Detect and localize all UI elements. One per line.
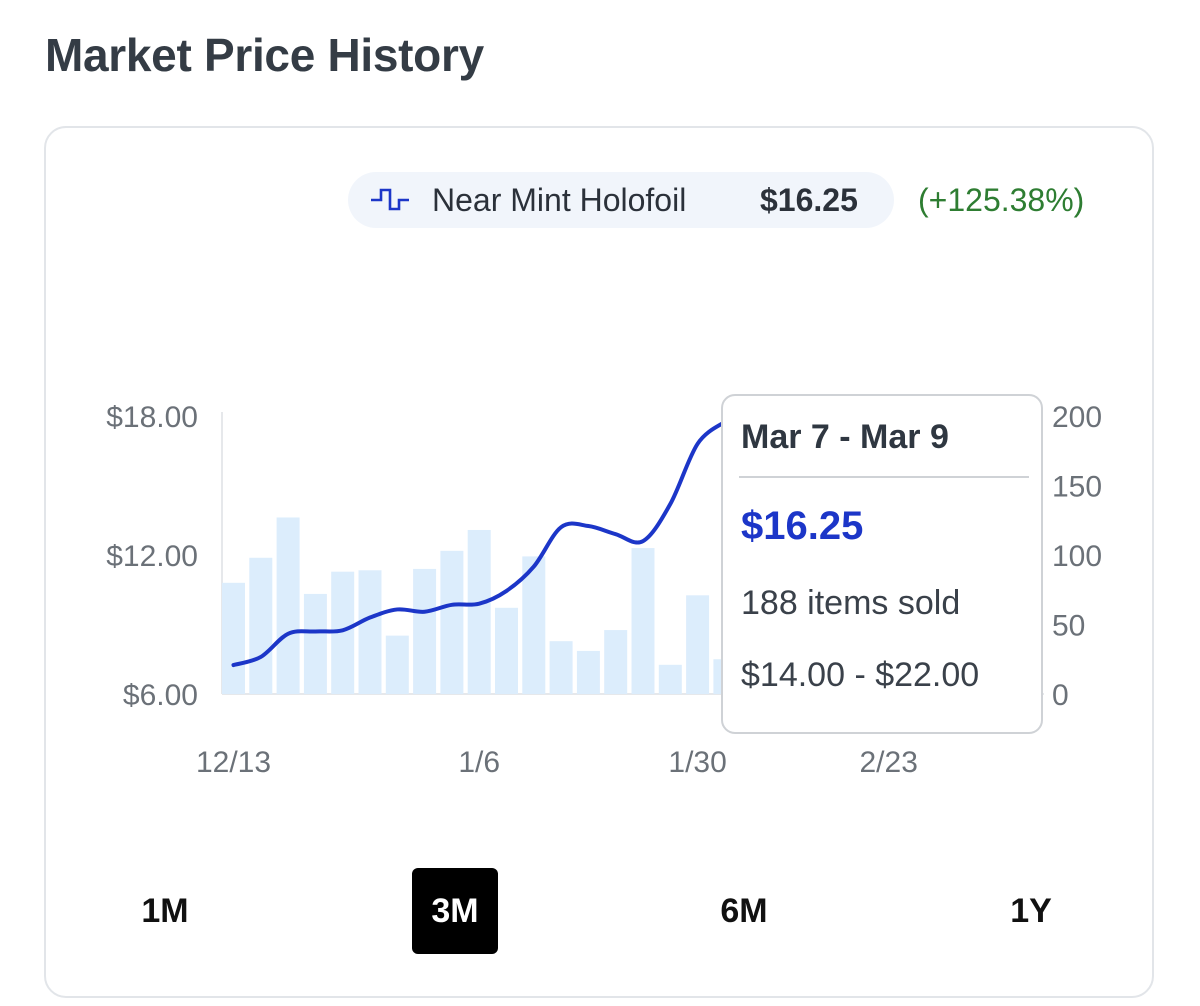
tooltip-divider <box>739 476 1029 478</box>
volume-bar <box>632 548 655 694</box>
volume-bar <box>277 517 300 694</box>
volume-bar <box>413 569 436 694</box>
volume-bar <box>495 608 518 694</box>
legend-series-label: Near Mint Holofoil <box>432 182 686 219</box>
range-1y-button[interactable]: 1Y <box>988 868 1074 954</box>
x-tick-label: 2/23 <box>860 746 918 779</box>
tooltip-price-range: $14.00 - $22.00 <box>741 656 979 695</box>
y-right-tick-label: 150 <box>1052 471 1102 504</box>
volume-bar <box>686 595 709 694</box>
y-left-tick-label: $12.00 <box>106 540 198 573</box>
x-tick-label: 1/6 <box>458 746 500 779</box>
tooltip-price: $16.25 <box>741 504 863 549</box>
range-3m-button[interactable]: 3M <box>412 868 498 954</box>
volume-bar <box>222 583 245 694</box>
volume-bar <box>359 570 382 694</box>
volume-bar <box>386 636 409 694</box>
step-line-icon <box>370 187 410 213</box>
tooltip-date-range: Mar 7 - Mar 9 <box>741 418 949 457</box>
y-right-tick-label: 50 <box>1052 610 1085 643</box>
volume-bar <box>577 651 600 694</box>
legend-price-change: (+125.38%) <box>918 182 1084 219</box>
legend-current-price: $16.25 <box>760 182 858 219</box>
page-title: Market Price History <box>45 28 484 82</box>
tooltip-items-sold: 188 items sold <box>741 584 960 623</box>
x-tick-label: 1/30 <box>668 746 726 779</box>
range-1m-button[interactable]: 1M <box>122 868 208 954</box>
y-right-tick-label: 200 <box>1052 401 1102 434</box>
x-tick-label: 12/13 <box>196 746 271 779</box>
y-left-tick-label: $18.00 <box>106 401 198 434</box>
volume-bar <box>659 665 682 694</box>
y-right-tick-label: 0 <box>1052 679 1069 712</box>
volume-bar <box>304 594 327 694</box>
volume-bar <box>604 630 627 694</box>
chart-tooltip: Mar 7 - Mar 9 $16.25 188 items sold $14.… <box>721 394 1043 734</box>
price-history-card: $6.00 $12.00 $18.00 0 50 100 150 200 12/13 1/6 1… <box>44 126 1154 998</box>
volume-bar <box>468 530 491 694</box>
volume-bar <box>440 551 463 694</box>
y-left-tick-label: $6.00 <box>123 679 198 712</box>
series-legend[interactable]: Near Mint Holofoil $16.25 <box>348 172 894 228</box>
range-6m-button[interactable]: 6M <box>701 868 787 954</box>
volume-bar <box>249 558 272 694</box>
y-right-tick-label: 100 <box>1052 540 1102 573</box>
volume-bar <box>550 641 573 694</box>
